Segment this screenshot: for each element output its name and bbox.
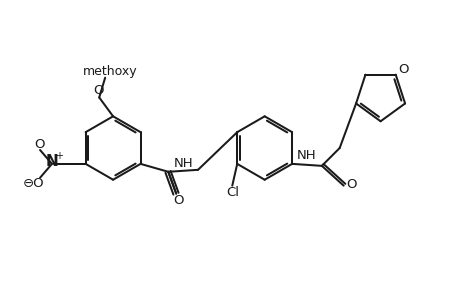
Text: O: O (34, 138, 44, 151)
Text: +: + (55, 151, 63, 161)
Text: NH: NH (173, 158, 192, 170)
Text: Cl: Cl (225, 186, 238, 199)
Text: NH: NH (297, 149, 316, 162)
Text: O: O (346, 178, 356, 191)
Text: O: O (397, 63, 408, 76)
Text: ⊖O: ⊖O (22, 177, 44, 190)
Text: O: O (93, 84, 103, 97)
Text: methoxy: methoxy (83, 65, 137, 78)
Text: O: O (173, 194, 183, 207)
Text: N: N (45, 154, 58, 169)
